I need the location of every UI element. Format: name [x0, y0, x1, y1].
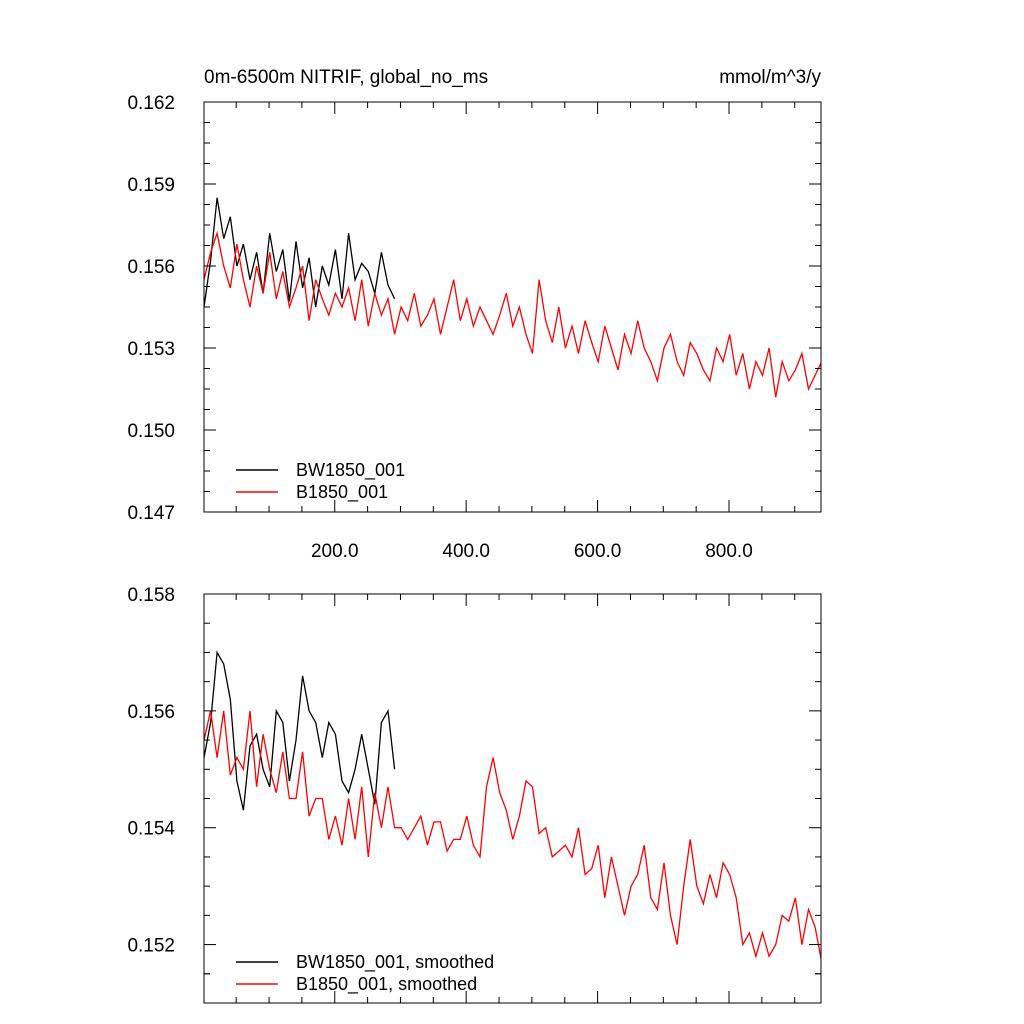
top-xtick-label: 800.0 — [705, 541, 753, 562]
top-plot-frame — [203, 101, 822, 513]
top-legend-label-1: B1850_001 — [296, 482, 388, 503]
top-ytick-label: 0.159 — [127, 175, 175, 196]
chart-title: 0m-6500m NITRIF, global_no_ms — [204, 67, 488, 88]
top-panel: 0m-6500m NITRIF, global_no_ms mmol/m^3/y… — [127, 67, 822, 562]
top-series-line-0 — [204, 197, 396, 308]
bottom-legend-label-1: B1850_001, smoothed — [296, 974, 477, 995]
chart-units: mmol/m^3/y — [719, 67, 821, 88]
bottom-ytick-label: 0.156 — [127, 702, 175, 723]
bottom-panel: 0.152 0.154 0.156 0.158 BW1850_001, smoothed… — [127, 585, 822, 1004]
top-ytick-label: 0.162 — [127, 93, 175, 114]
top-series-line-1 — [204, 230, 821, 398]
bottom-series-line-1 — [204, 710, 821, 962]
top-ytick-label: 0.150 — [127, 421, 175, 442]
bottom-ytick-label: 0.152 — [127, 936, 175, 957]
top-ytick-label: 0.153 — [127, 339, 175, 360]
top-xtick-label: 400.0 — [442, 541, 490, 562]
bottom-series-line-0 — [204, 650, 396, 811]
top-xtick-label: 200.0 — [311, 541, 359, 562]
bottom-ytick-label: 0.158 — [127, 585, 175, 606]
top-legend-label-0: BW1850_001 — [296, 460, 405, 481]
top-ytick-label: 0.147 — [127, 503, 175, 524]
top-xtick-label: 600.0 — [574, 541, 622, 562]
top-ytick-label: 0.156 — [127, 257, 175, 278]
bottom-ytick-label: 0.154 — [127, 819, 175, 840]
bottom-legend-label-0: BW1850_001, smoothed — [296, 952, 494, 973]
